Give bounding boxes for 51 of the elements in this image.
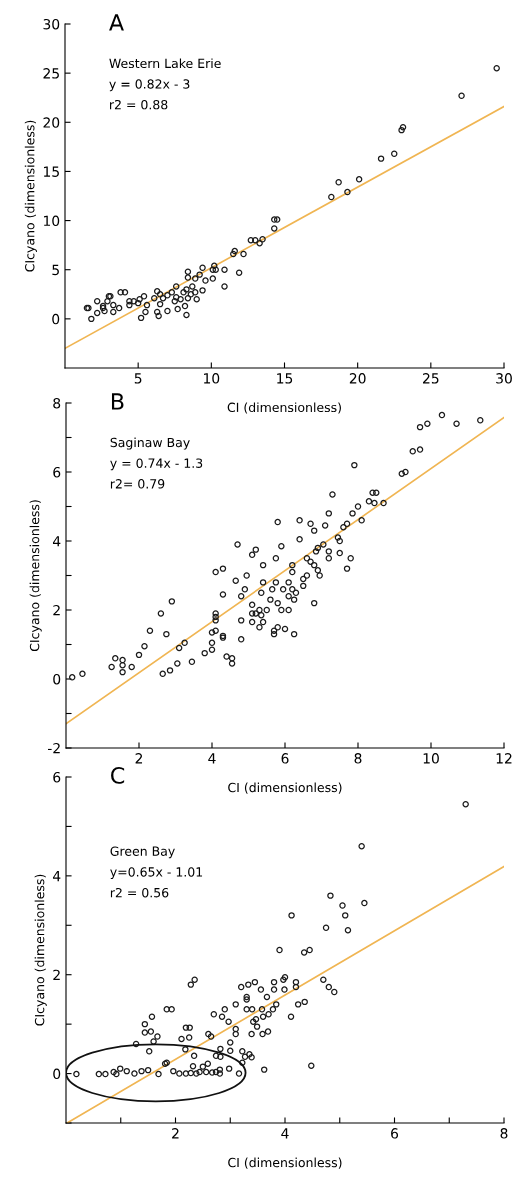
y-tick-label: 0 [53, 673, 61, 685]
y-tick-label: 10 [43, 215, 60, 227]
y-tick-label: 4 [52, 871, 61, 882]
y-axis-title: CIcyano (dimensionless) [29, 500, 42, 652]
y-tick-label: 25 [43, 68, 59, 79]
x-tick-label: 10 [204, 373, 220, 384]
x-tick-label: 4 [281, 1128, 289, 1139]
x-axis-title: CI (dimensionless) [228, 782, 342, 794]
y-tick-label: 15 [43, 166, 59, 177]
x-tick-label: 12 [496, 753, 512, 764]
y-tick-label: -2 [47, 742, 60, 754]
annotation: r2= 0.79 [110, 479, 165, 489]
y-axis-title: CIcyano (dimensionless) [34, 874, 47, 1026]
x-tick-label: 8 [500, 1128, 508, 1139]
x-tick-label: 8 [354, 753, 362, 764]
x-tick-label: 6 [281, 753, 289, 764]
y-tick-label: 6 [53, 771, 61, 783]
annotation: y = 0.82x - 3 [109, 79, 190, 92]
x-tick-label: 25 [423, 373, 439, 384]
y-tick-label: 6 [53, 466, 61, 478]
x-tick-label: 5 [134, 373, 142, 384]
y-tick-label: 20 [43, 117, 60, 128]
annotation: C [111, 767, 125, 784]
y-tick-label: 4 [52, 536, 61, 547]
x-axis-title: CI (dimensionless) [228, 1157, 342, 1169]
y-axis-title: CIcyano (dimensionless) [24, 120, 37, 272]
x-tick-label: 10 [423, 753, 439, 764]
x-tick-label: 30 [496, 373, 512, 384]
annotation: Green Bay [110, 846, 175, 859]
x-tick-label: 20 [349, 373, 366, 384]
annotation: Saginaw Bay [110, 437, 190, 450]
y-tick-label: 8 [53, 397, 61, 409]
annotation: y=0.65x - 1.01 [110, 867, 203, 880]
x-tick-label: 6 [391, 1128, 399, 1139]
x-axis-title: CI (dimensionless) [227, 402, 341, 414]
x-tick-label: 4 [208, 753, 216, 764]
y-tick-label: 0 [52, 313, 60, 325]
annotation: r2 = 0.88 [110, 99, 168, 110]
y-tick-label: 2 [53, 604, 60, 616]
annotation: Western Lake Erie [109, 58, 221, 69]
y-tick-label: 30 [43, 18, 60, 30]
annotation: r2 = 0.56 [110, 887, 169, 898]
x-tick-label: 15 [277, 373, 293, 384]
annotation: y = 0.74x - 1.3 [110, 458, 203, 471]
annotation: B [111, 393, 124, 410]
x-tick-label: 2 [135, 753, 143, 764]
y-tick-label: 0 [53, 1068, 61, 1080]
y-tick-label: 2 [53, 969, 60, 980]
y-tick-label: 5 [52, 264, 59, 276]
x-tick-label: 2 [172, 1128, 179, 1139]
annotation: A [109, 14, 124, 31]
